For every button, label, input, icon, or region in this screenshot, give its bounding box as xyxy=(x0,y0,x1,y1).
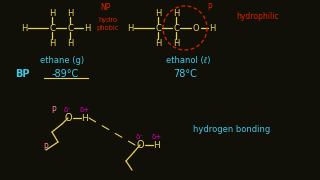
Text: H: H xyxy=(82,114,88,123)
Text: δ+: δ+ xyxy=(80,107,90,113)
Text: P: P xyxy=(44,143,48,152)
Text: P: P xyxy=(52,105,56,114)
Text: H: H xyxy=(209,24,215,33)
Text: O: O xyxy=(136,140,144,150)
Text: hydro
phobic: hydro phobic xyxy=(97,17,119,31)
Text: H: H xyxy=(155,8,161,17)
Text: C: C xyxy=(49,24,55,33)
Text: BP: BP xyxy=(15,69,29,79)
Text: H: H xyxy=(155,39,161,48)
Text: H: H xyxy=(49,39,55,48)
Text: H: H xyxy=(154,141,160,150)
Text: C: C xyxy=(67,24,73,33)
Text: H: H xyxy=(127,24,133,33)
Text: C: C xyxy=(155,24,161,33)
Text: δ+: δ+ xyxy=(152,134,162,140)
Text: hydrogen bonding: hydrogen bonding xyxy=(193,125,271,134)
Text: ethanol (ℓ): ethanol (ℓ) xyxy=(166,55,210,64)
Text: H: H xyxy=(67,8,73,17)
Text: ethane (g): ethane (g) xyxy=(40,55,84,64)
Text: H: H xyxy=(49,8,55,17)
Text: H: H xyxy=(21,24,27,33)
Text: hydrophilic: hydrophilic xyxy=(237,12,279,21)
Text: H: H xyxy=(173,39,179,48)
Text: H: H xyxy=(67,39,73,48)
Text: δ⁻: δ⁻ xyxy=(64,107,72,113)
Text: δ⁻: δ⁻ xyxy=(136,134,144,140)
Text: H: H xyxy=(173,8,179,17)
Text: P: P xyxy=(208,3,212,12)
Text: O: O xyxy=(64,113,72,123)
Text: NP: NP xyxy=(100,3,110,12)
Text: 78°C: 78°C xyxy=(173,69,197,79)
Text: -89°C: -89°C xyxy=(52,69,79,79)
Text: H: H xyxy=(84,24,90,33)
Text: C: C xyxy=(173,24,179,33)
Text: O: O xyxy=(193,24,199,33)
